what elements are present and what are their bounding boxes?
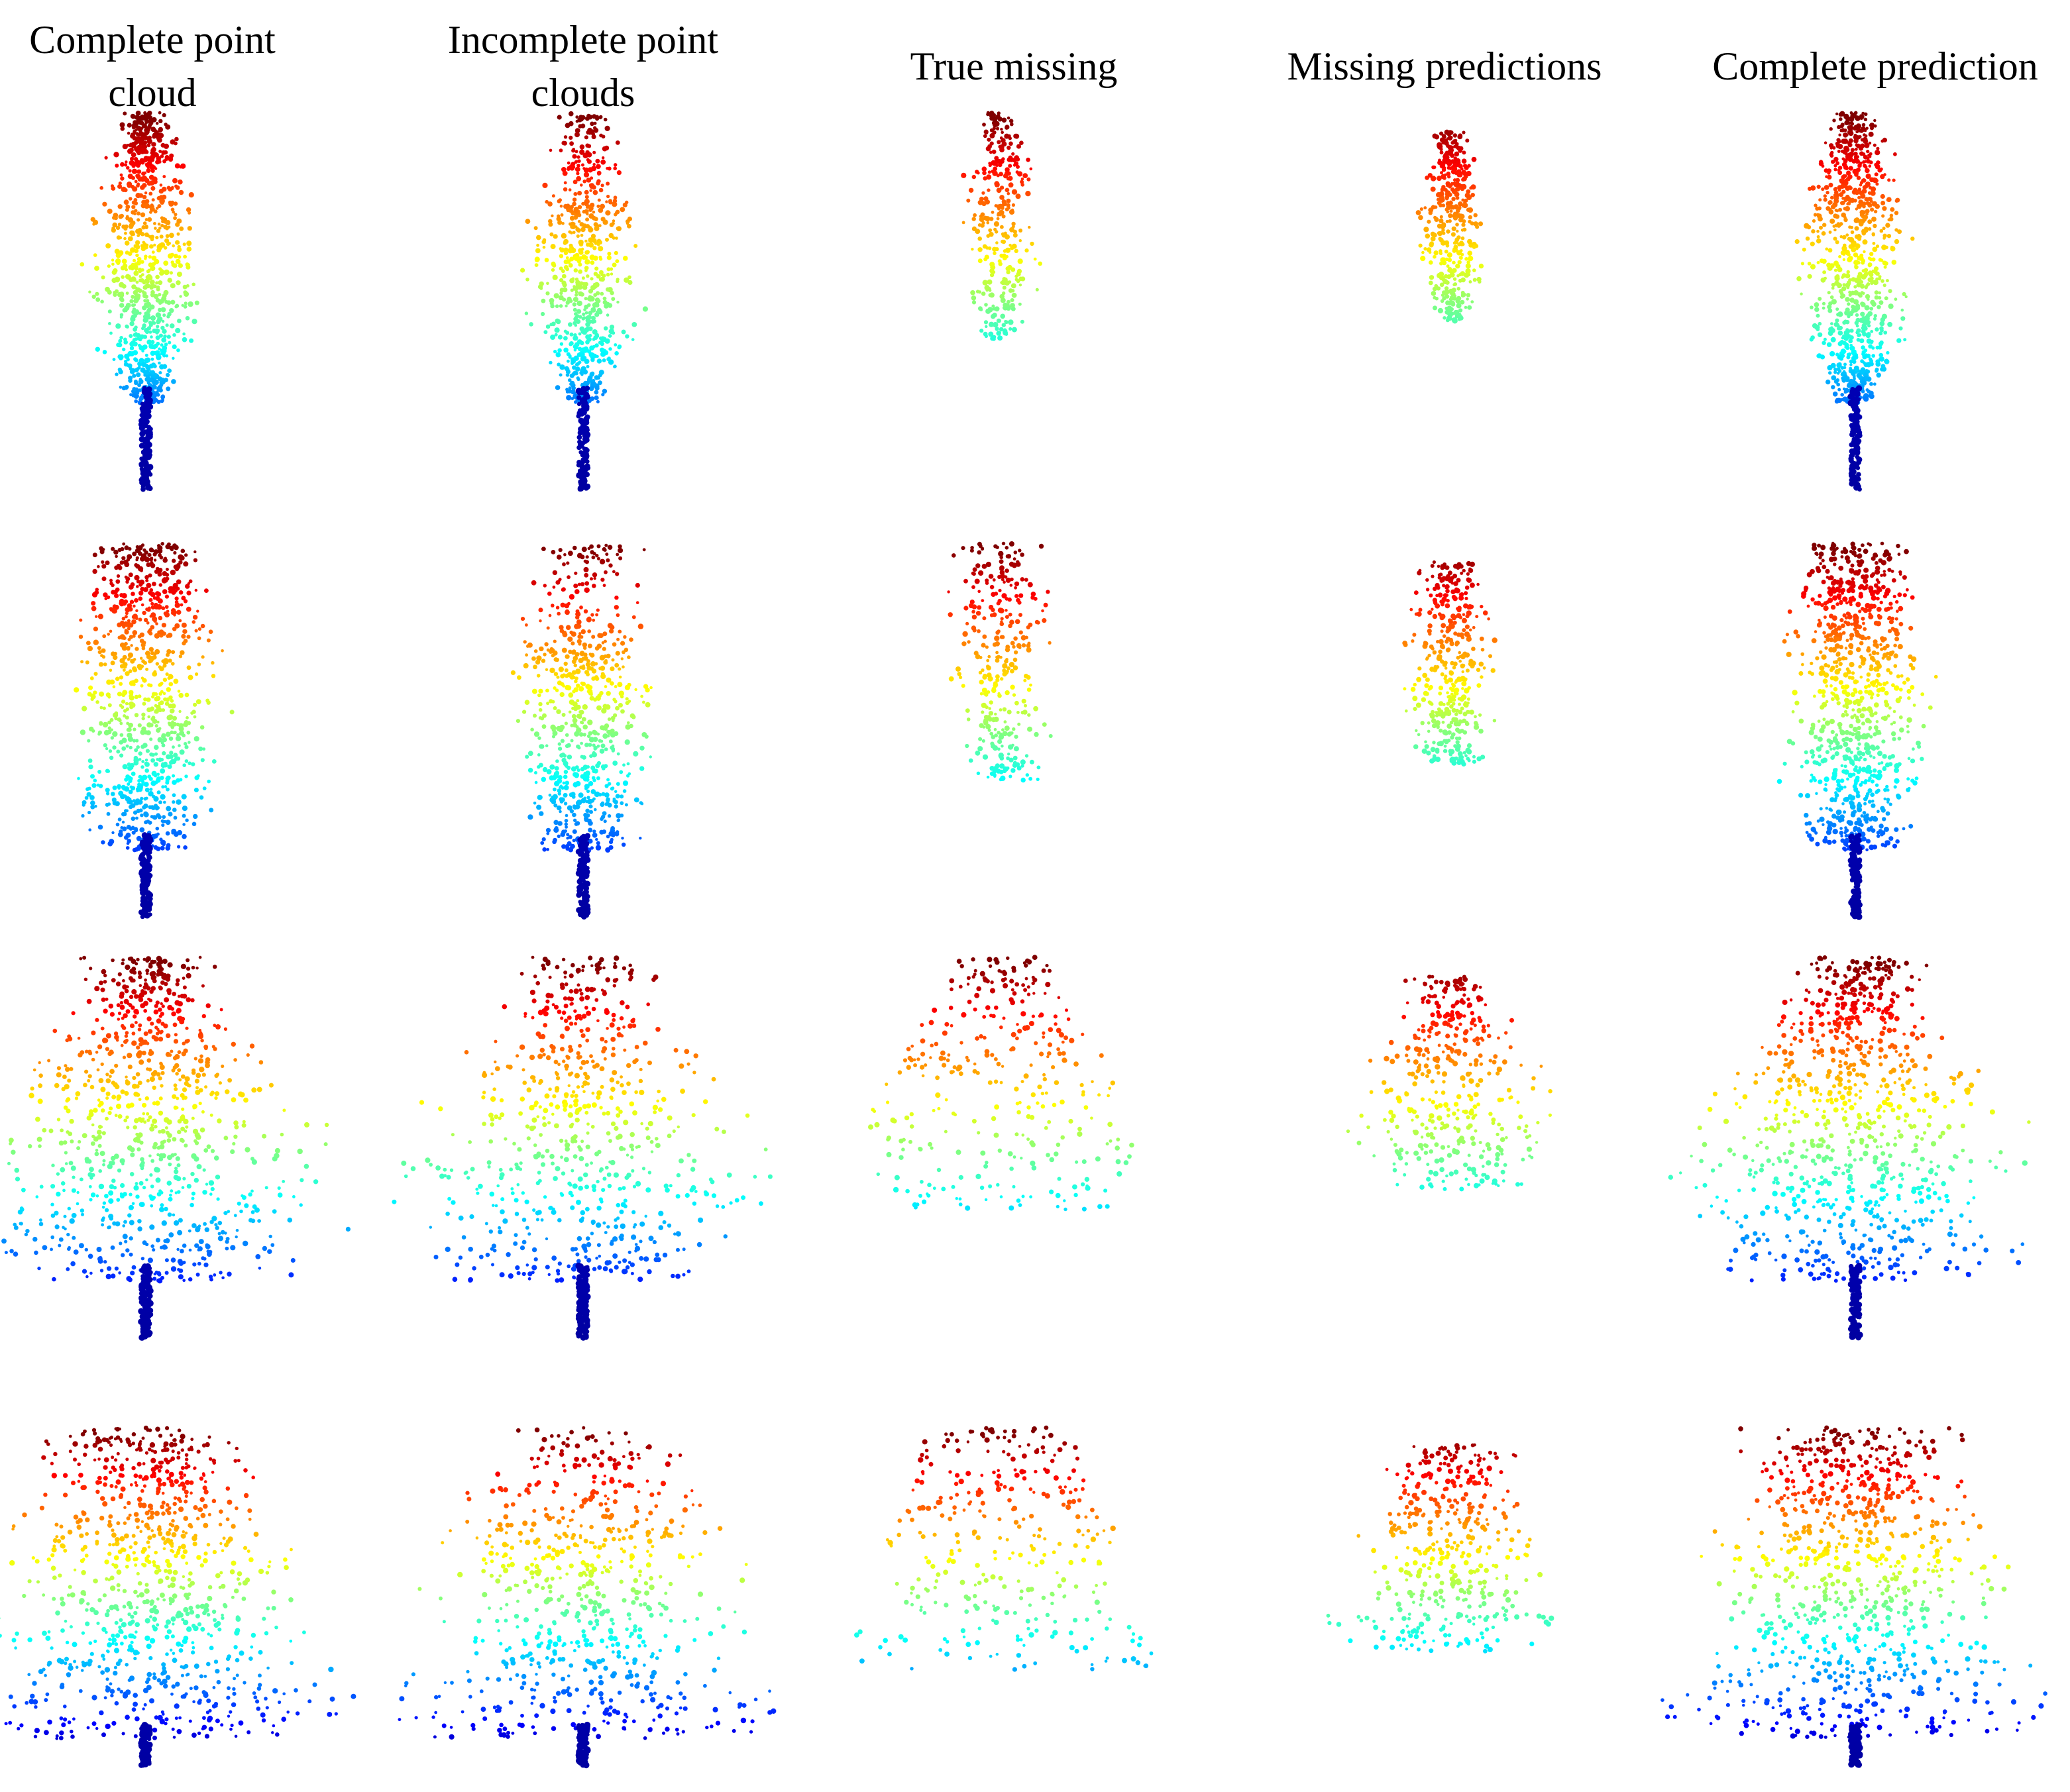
point-cloud-narrow-conifer-true-missing (961, 111, 1042, 341)
point-cloud-points (868, 955, 1134, 1212)
point-cloud-narrow-conifer-complete (80, 111, 199, 492)
point-cloud-broad-layered-complete-prediction (1661, 1425, 2047, 1768)
point-cloud-points (351, 1426, 777, 1769)
point-cloud-points (1776, 541, 1938, 920)
column-header-incomplete-point-clouds: Incomplete point clouds (447, 18, 719, 115)
column-header-complete-point-cloud: Complete point cloud (29, 18, 276, 115)
point-cloud-broad-layered-incomplete (351, 1426, 777, 1769)
point-cloud-narrow-conifer-incomplete (520, 111, 648, 492)
point-cloud-points (510, 543, 653, 920)
point-cloud-points (1415, 129, 1484, 324)
point-cloud-points (1794, 111, 1915, 492)
point-cloud-points (854, 1425, 1154, 1672)
point-cloud-tall-columnar-complete-prediction (1776, 541, 1938, 920)
point-cloud-wide-branching-missing-prediction (1346, 975, 1552, 1192)
column-header-missing-predictions: Missing predictions (1287, 44, 1602, 88)
point-cloud-points (74, 542, 235, 920)
point-cloud-broad-layered-true-missing (854, 1425, 1154, 1672)
point-cloud-points (1346, 975, 1552, 1192)
point-cloud-points (520, 111, 648, 492)
point-cloud-wide-branching-true-missing (868, 955, 1134, 1212)
point-cloud-tall-columnar-incomplete (510, 543, 653, 920)
point-cloud-points (1326, 1443, 1554, 1654)
point-cloud-points (1668, 955, 2031, 1341)
point-cloud-broad-layered-complete (0, 1425, 338, 1768)
point-cloud-wide-branching-complete-prediction (1668, 955, 2031, 1341)
point-cloud-narrow-conifer-complete-prediction (1794, 111, 1915, 492)
column-header-complete-prediction: Complete prediction (1712, 44, 2038, 88)
point-cloud-narrow-conifer-missing-prediction (1415, 129, 1484, 324)
point-cloud-points (1, 955, 351, 1341)
point-cloud-points (0, 1425, 338, 1768)
point-cloud-points (1402, 560, 1498, 767)
point-cloud-points (1661, 1425, 2047, 1768)
point-cloud-tall-columnar-true-missing (947, 541, 1053, 783)
point-cloud-wide-branching-incomplete (392, 955, 773, 1341)
point-cloud-wide-branching-complete (1, 955, 351, 1341)
point-cloud-points (961, 111, 1042, 341)
point-cloud-tall-columnar-missing-prediction (1402, 560, 1498, 767)
point-cloud-broad-layered-missing-prediction (1326, 1443, 1554, 1654)
point-cloud-points (80, 111, 199, 492)
point-cloud-points (392, 955, 773, 1341)
column-header-true-missing: True missing (910, 44, 1118, 88)
point-cloud-tall-columnar-complete (74, 542, 235, 920)
point-cloud-points (947, 541, 1053, 783)
